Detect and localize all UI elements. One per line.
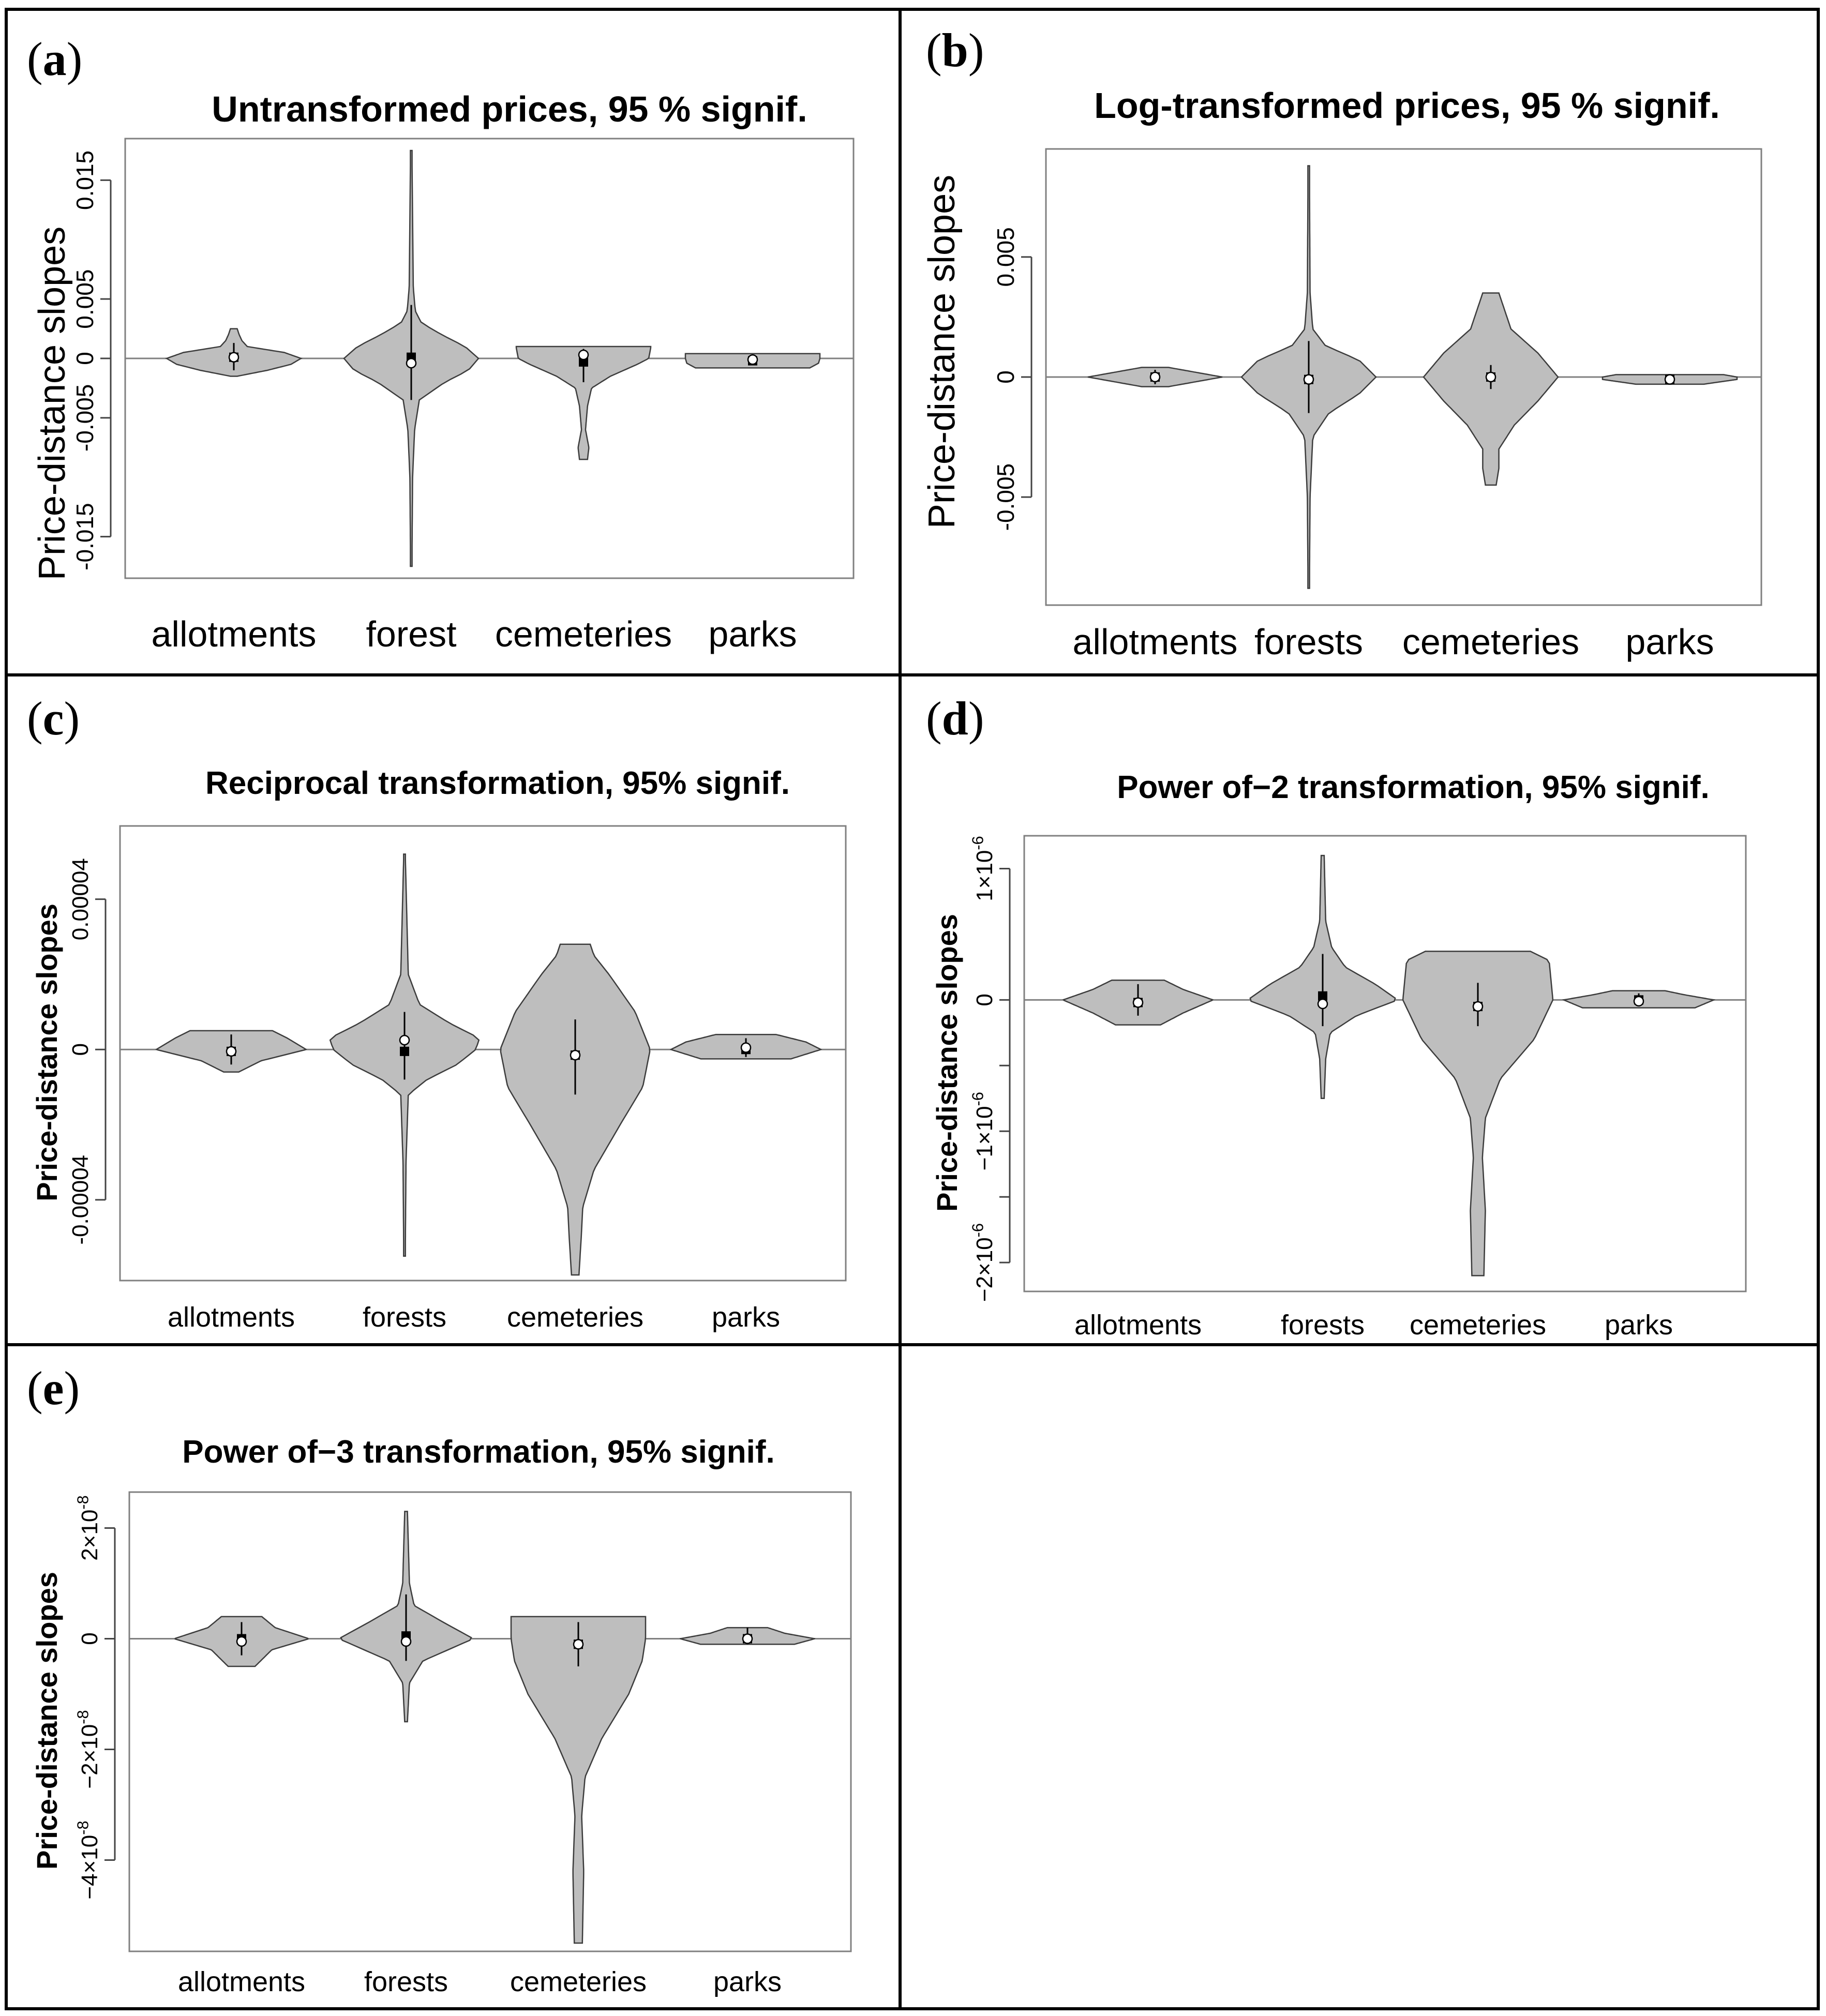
violin-median-marker [400,1636,412,1647]
y-tick-label: -0.015 [71,503,98,570]
y-tick-label: 0 [77,1632,102,1645]
x-category-label: cemeteries [507,1302,643,1333]
x-category-label: cemeteries [1402,622,1579,662]
panel-label: (a) [27,33,82,85]
x-category-label: forests [1254,622,1363,662]
panel-2: (b) Log-transformed prices, 95 % signif. P… [921,24,1762,662]
y-axis-label: Price-distance slopes [32,227,73,580]
panel-1: (a) Untransformed prices, 95 % signif. Pri… [27,33,855,654]
violin-cemeteries [1402,951,1554,1276]
violin-median-marker [1317,998,1328,1010]
y-axis-label: Price-distance slopes [31,904,63,1201]
x-category-label: forests [364,1966,448,1997]
y-tick-label: 1×10-6 [968,836,997,901]
violin-median-marker [406,357,417,369]
x-category-label: forests [363,1302,446,1333]
violin-median-marker [1664,374,1675,385]
chart-title: Power of−2 transformation, 95% signif. [1117,770,1710,805]
violin-median-marker [570,1049,581,1061]
panel-label: (d) [926,692,984,745]
y-tick-label: 0 [992,370,1019,384]
chart-title: Log-transformed prices, 95 % signif. [1094,85,1720,126]
y-axis-label: Price-distance slopes [31,1572,63,1870]
violin-median-marker [228,352,240,363]
violin-cemeteries [500,943,651,1276]
x-category-label: parks [712,1302,780,1333]
panel-label: (b) [926,24,984,77]
outer-frame [5,8,1820,2010]
panel-label: (c) [27,692,80,745]
y-tick-label: 2×10-8 [73,1495,102,1561]
y-tick-label: -0.005 [71,384,98,452]
y-tick-label: −1×10-6 [968,1092,997,1170]
chart-title: Untransformed prices, 95 % signif. [212,89,807,129]
y-tick-label: 0 [972,994,997,1006]
violin-cemeteries [510,1616,647,1944]
x-category-label: forest [366,614,456,654]
y-tick-label: 0 [68,1043,93,1056]
chart-title: Power of−3 transformation, 95% signif. [182,1434,775,1470]
x-category-label: cemeteries [510,1966,647,1997]
violin-median-marker [742,1633,753,1644]
violin-median-marker [573,1638,584,1650]
y-axis-label: Price-distance slopes [921,175,963,529]
y-tick-label: 0.005 [992,227,1019,287]
x-category-label: forests [1281,1310,1365,1341]
panel-4: (d) Power of−2 transformation, 95% signif… [926,692,1747,1341]
y-tick-label: -0.005 [992,463,1019,531]
y-tick-label: −2×10-8 [73,1710,102,1788]
plot-area [1023,835,1747,1292]
violin-median-marker [1485,371,1496,383]
violin-median-marker [1132,997,1144,1008]
y-tick-label: −2×10-6 [968,1223,997,1302]
panels-container: (a) Untransformed prices, 95 % signif. Pri… [27,24,1762,1997]
violin-median-marker [578,349,589,360]
y-tick-label: 0.005 [71,269,98,329]
x-category-label: cemeteries [495,614,672,654]
x-category-label: allotments [151,614,316,654]
x-category-label: allotments [178,1966,305,1997]
panel-5: (e) Power of−3 transformation, 95% signif… [27,1362,852,1997]
x-category-label: allotments [1072,622,1237,662]
plot-area [119,825,847,1282]
plot-area [128,1491,852,1952]
x-category-label: cemeteries [1410,1310,1546,1341]
violin-median-marker [747,354,758,365]
y-tick-label: 0.015 [71,151,98,210]
violin-mean-marker [1318,991,1327,1001]
x-category-label: parks [713,1966,782,1997]
violin-median-marker [399,1034,410,1046]
violin-median-marker [1472,1001,1484,1012]
violin-mean-marker [400,1046,409,1056]
violin-cemeteries [515,345,652,460]
violin-median-marker [236,1636,247,1647]
x-category-label: parks [708,614,797,654]
violin-mean-marker [579,357,588,367]
panel-label: (e) [27,1362,80,1415]
x-category-label: parks [1605,1310,1673,1341]
y-axis-label: Price-distance slopes [931,914,963,1212]
y-tick-label: 0 [71,352,98,365]
violin-median-marker [1633,996,1644,1007]
y-tick-label: 0.00004 [68,858,93,940]
violin-median-marker [740,1042,752,1053]
y-tick-label: −4×10-8 [73,1821,102,1899]
violin-median-marker [226,1046,237,1057]
x-category-label: allotments [1074,1310,1202,1341]
y-tick-label: -0.00004 [68,1155,93,1245]
chart-title: Reciprocal transformation, 95% signif. [205,765,790,801]
panel-3: (c) Reciprocal transformation, 95% signif… [27,692,847,1333]
violin-median-marker [1303,374,1314,385]
x-category-label: allotments [168,1302,295,1333]
x-category-label: parks [1625,622,1714,662]
violin-median-marker [1149,371,1161,383]
